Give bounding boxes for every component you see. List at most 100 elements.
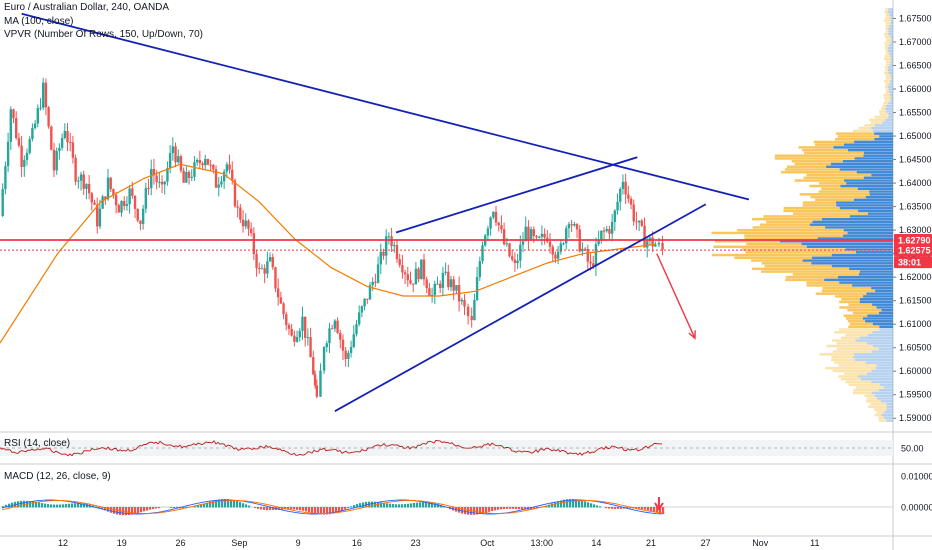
- price-tick-label: 1.60000: [899, 366, 932, 376]
- candle-body: [79, 174, 83, 181]
- candle-body: [398, 259, 401, 266]
- candle-body: [632, 204, 635, 222]
- candle-body: [519, 244, 522, 261]
- candle-body: [319, 370, 322, 397]
- candle-body: [268, 257, 272, 262]
- candle-body: [608, 228, 611, 234]
- candle-body: [201, 163, 204, 166]
- candle-body: [567, 224, 571, 229]
- candle-body: [349, 347, 353, 353]
- candle-body: [535, 235, 538, 238]
- candle-body: [502, 229, 506, 245]
- rsi-label[interactable]: RSI (14, close): [4, 438, 71, 449]
- candle-body: [629, 198, 633, 205]
- candle-body: [521, 241, 525, 245]
- candle-body: [295, 337, 299, 342]
- candle-body: [255, 253, 258, 269]
- candle-body: [597, 240, 600, 245]
- candle-body: [239, 207, 242, 220]
- candle-body: [414, 268, 418, 285]
- candle-body: [624, 181, 627, 195]
- ma-indicator-label[interactable]: MA (100, close): [4, 16, 74, 27]
- wedge-upper-trendline[interactable]: [395, 156, 638, 234]
- price-tick-label: 1.63500: [899, 202, 932, 212]
- candle-body: [529, 229, 533, 241]
- macd-down-arrow[interactable]: [654, 497, 664, 511]
- macd-axis-top-label: 0.01000: [901, 472, 932, 482]
- candle-body: [661, 242, 664, 250]
- candle-body: [1, 189, 4, 216]
- candle-body: [28, 139, 31, 153]
- candle-body: [339, 332, 342, 340]
- candle-body: [177, 156, 180, 163]
- macd-line: [1, 499, 663, 515]
- candle-body: [409, 280, 412, 284]
- time-tick-label: 19: [117, 538, 127, 548]
- candle-body: [387, 236, 391, 238]
- candle-body: [341, 339, 345, 351]
- candle-body: [214, 169, 218, 188]
- candle-body: [401, 265, 404, 273]
- price-tick-label: 1.67500: [899, 13, 932, 23]
- wedge-lower-trendline[interactable]: [334, 203, 707, 412]
- candle-body: [174, 146, 177, 163]
- time-tick-label: 27: [701, 538, 711, 548]
- candle-body: [417, 268, 420, 280]
- volume-profile: [711, 8, 893, 422]
- macd-label[interactable]: MACD (12, 26, close, 9): [4, 471, 111, 482]
- candle-body: [222, 171, 226, 182]
- candle-body: [31, 128, 34, 140]
- candle-body: [619, 189, 622, 202]
- candle-body: [643, 225, 646, 248]
- price-tick-label: 1.67000: [899, 37, 932, 47]
- candle-body: [96, 204, 99, 227]
- candle-body: [540, 233, 544, 237]
- candle-body: [470, 316, 473, 321]
- candle-body: [66, 130, 69, 143]
- price-axis-badge: 1.62790: [894, 233, 932, 246]
- candle-body: [455, 285, 458, 291]
- candle-body: [605, 228, 608, 232]
- candle-body: [279, 297, 283, 304]
- candle-body: [195, 160, 199, 163]
- candle-body: [379, 251, 382, 265]
- candle-body: [247, 220, 250, 229]
- candle-body: [594, 244, 598, 267]
- candle-body: [556, 251, 560, 259]
- candle-body: [106, 177, 110, 200]
- candle-body: [562, 243, 565, 245]
- candle-body: [654, 244, 657, 247]
- candle-body: [104, 196, 107, 200]
- candle-body: [36, 108, 40, 124]
- bearish-arrow[interactable]: [656, 253, 696, 340]
- candle-body: [58, 147, 61, 151]
- time-axis[interactable]: 12 19 26 Sep 9 16 23 Oct 13:00 14 21 27 Nov 11: [58, 538, 819, 548]
- candle-body: [559, 243, 563, 252]
- candle-body: [15, 118, 18, 139]
- price-tick-label: 1.65500: [899, 108, 932, 118]
- candle-body: [475, 277, 479, 300]
- candle-body: [554, 254, 557, 259]
- candle-body: [368, 285, 372, 300]
- symbol-title: Euro / Australian Dollar, 240, OANDA: [4, 2, 170, 13]
- candle-body: [276, 288, 280, 298]
- price-axis[interactable]: 1.67500 1.67000 1.66500 1.66000 1.65500 1.650…: [893, 13, 932, 423]
- price-tick-label: 1.64500: [899, 155, 932, 165]
- candle-body: [497, 222, 500, 226]
- time-tick-label: 23: [411, 538, 421, 548]
- candle-body: [441, 272, 445, 288]
- candle-body: [225, 164, 229, 172]
- candle-body: [190, 176, 193, 178]
- vpvr-indicator-label[interactable]: VPVR (Number Of Rows, 150, Up/Down, 70): [4, 29, 203, 40]
- descending-resistance-trendline[interactable]: [21, 12, 750, 201]
- candle-body: [282, 303, 285, 315]
- candle-body: [98, 208, 102, 227]
- candle-body: [357, 312, 361, 325]
- candle-body: [452, 279, 455, 291]
- candle-body: [274, 267, 277, 289]
- candle-body: [592, 263, 595, 267]
- candle-body: [322, 347, 326, 371]
- candle-body: [384, 236, 388, 256]
- candle-body: [527, 226, 530, 241]
